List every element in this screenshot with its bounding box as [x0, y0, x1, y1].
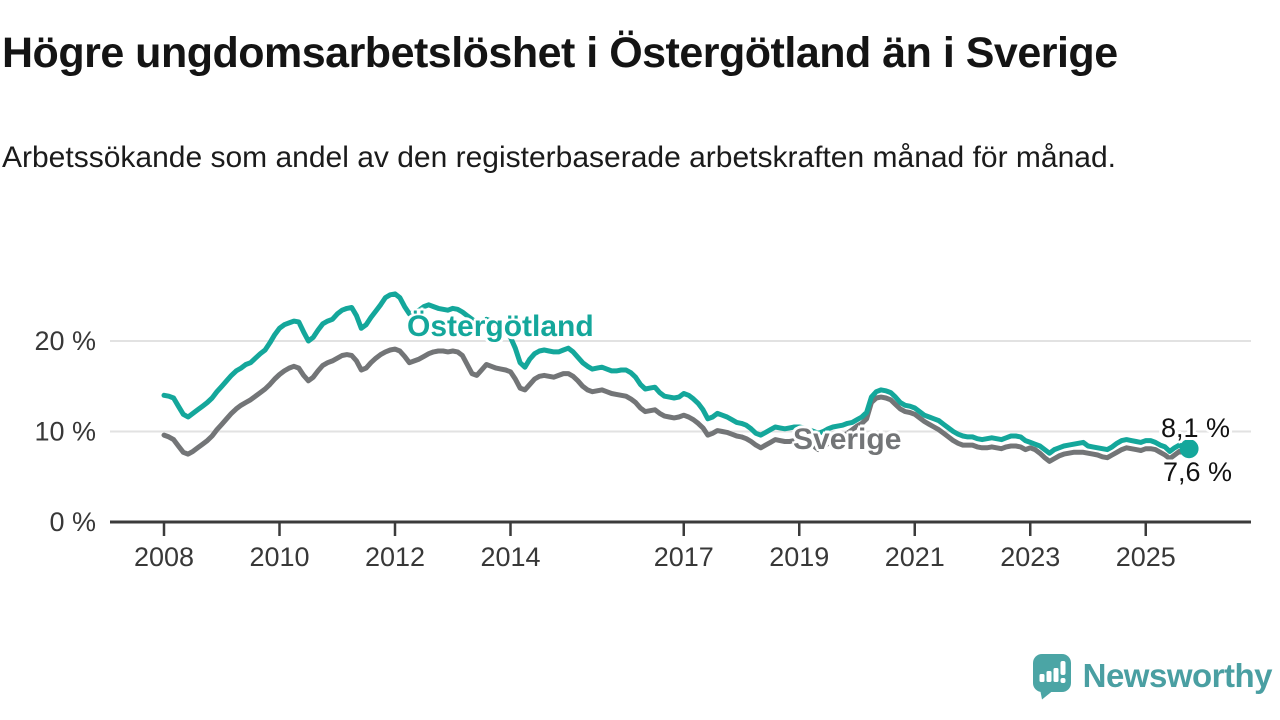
- series-label-sverige: Sverige: [793, 423, 902, 456]
- end-value-sverige: 7,6 %: [1163, 457, 1233, 487]
- x-tick-label: 2019: [769, 542, 829, 572]
- series-line-ostergotland: [161, 291, 1192, 456]
- page-title: Högre ungdomsarbetslöshet i Östergötland…: [2, 29, 1118, 77]
- y-tick-label: 20 %: [34, 326, 96, 356]
- x-tick-label: 2021: [885, 542, 945, 572]
- end-value-ostergotland: 8,1 %: [1161, 413, 1231, 443]
- x-tick-label: 2023: [1000, 542, 1060, 572]
- newsworthy-logo: Newsworthy: [1031, 652, 1273, 700]
- x-tick-label: 2012: [365, 542, 425, 572]
- x-tick-label: 2010: [249, 542, 309, 572]
- y-tick-label: 10 %: [34, 417, 96, 447]
- series-end-dot: [1179, 439, 1199, 459]
- x-tick-label: 2017: [654, 542, 714, 572]
- newsworthy-speech-bubble-chart-icon: [1032, 654, 1071, 700]
- series-line-sverige: [161, 346, 1192, 464]
- newsworthy-wordmark: Newsworthy: [1082, 657, 1273, 694]
- series-label-ostergotland: Östergötland: [407, 310, 594, 343]
- x-tick-label: 2014: [480, 542, 540, 572]
- y-tick-label: 0 %: [49, 507, 96, 537]
- x-tick-label: 2025: [1116, 542, 1176, 572]
- chart-subtitle: Arbetssökande som andel av den registerb…: [2, 141, 1116, 174]
- x-tick-label: 2008: [134, 542, 194, 572]
